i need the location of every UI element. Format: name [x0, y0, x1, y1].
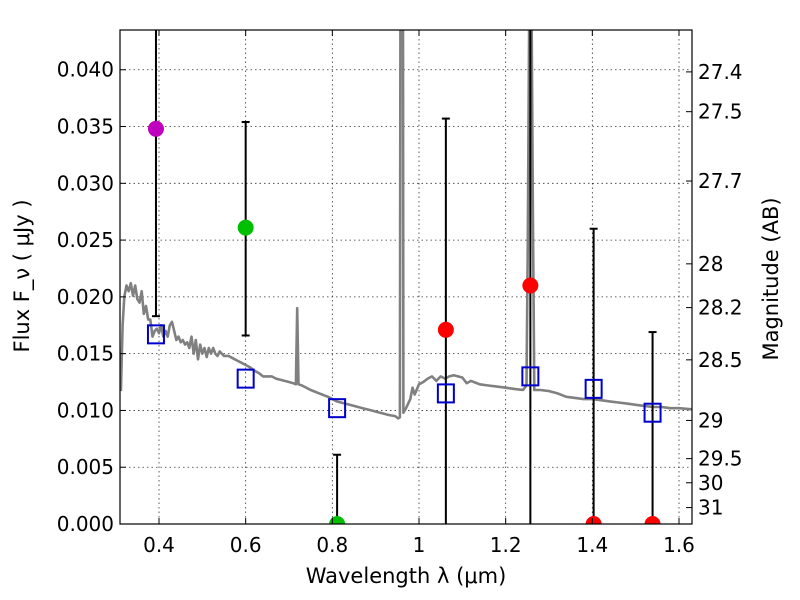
right-axis-label: Magnitude (AB)	[759, 197, 783, 360]
mag-tick-label: 29.5	[698, 447, 743, 471]
observed-flux-point	[437, 321, 454, 338]
model-photometry-box	[146, 324, 165, 345]
mag-tick-label: 31	[698, 496, 723, 520]
mag-tick-label: 30	[698, 471, 723, 495]
observed-flux-point	[329, 516, 346, 524]
x-tick-label: 1.6	[663, 533, 695, 557]
y-tick-label: 0.015	[57, 342, 114, 366]
model-spectrum-line	[120, 30, 692, 420]
observed-flux-point	[522, 277, 539, 294]
x-tick-labels: 0.4 0.6 0.8 1 1.2 1.4 1.6	[143, 533, 695, 557]
y-tick-label: 0.025	[57, 228, 114, 252]
model-photometry-box	[643, 402, 662, 423]
x-axis-label: Wavelength λ (μm)	[306, 564, 507, 588]
model-photometry-box	[521, 366, 540, 387]
grid	[120, 30, 692, 525]
observed-flux-point	[585, 516, 602, 524]
x-tick-label: 0.6	[230, 533, 262, 557]
observed-flux-point	[147, 120, 164, 137]
mag-tick-label: 27.7	[698, 169, 743, 193]
x-tick-label: 1.4	[576, 533, 608, 557]
y-tick-label: 0.040	[57, 58, 114, 82]
observed-flux-point	[644, 516, 661, 524]
x-tick-label: 1	[413, 533, 426, 557]
y-axis-label: Flux F_ν ( μJy )	[10, 199, 35, 352]
plot-frame	[119, 29, 693, 525]
y-tick-label: 0.020	[57, 285, 114, 309]
mag-tick-label: 27.4	[698, 60, 743, 84]
axis-ticks	[120, 30, 692, 525]
model-photometry-box	[584, 378, 603, 399]
model-photometry-box	[328, 398, 347, 419]
error-bars	[151, 30, 657, 524]
y-tick-label: 0.030	[57, 171, 114, 195]
y-tick-label: 0.010	[57, 398, 114, 422]
model-photometry-box	[436, 383, 455, 404]
x-tick-label: 0.4	[143, 533, 175, 557]
y-tick-label: 0.005	[57, 455, 114, 479]
y-tick-label: 0.035	[57, 115, 114, 139]
mag-tick-label: 28	[698, 252, 723, 276]
y-tick-labels: 0.000 0.005 0.010 0.015 0.020 0.025 0.030 0.035…	[57, 58, 114, 536]
x-tick-label: 1.2	[490, 533, 522, 557]
y-tick-label: 0.000	[57, 512, 114, 536]
mag-tick-label: 27.5	[698, 100, 743, 124]
mag-tick-label: 28.5	[698, 348, 743, 372]
x-tick-label: 0.8	[316, 533, 348, 557]
model-photometry-box	[236, 368, 255, 389]
observed-flux-point	[237, 219, 254, 236]
observed-points	[147, 120, 661, 524]
mag-tick-label: 28.2	[698, 296, 743, 320]
model-photometry-boxes	[146, 324, 662, 423]
mag-tick-label: 29	[698, 408, 723, 432]
model-spectrum-layer	[120, 30, 692, 420]
